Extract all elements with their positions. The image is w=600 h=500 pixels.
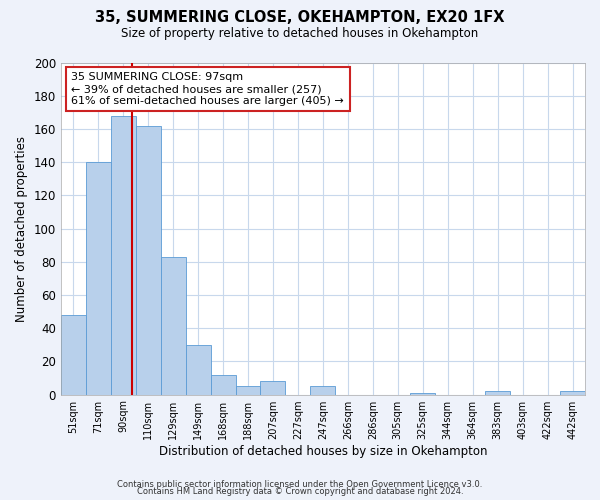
Bar <box>485 392 510 394</box>
Text: 35 SUMMERING CLOSE: 97sqm
← 39% of detached houses are smaller (257)
61% of semi: 35 SUMMERING CLOSE: 97sqm ← 39% of detac… <box>71 72 344 106</box>
Bar <box>161 257 185 394</box>
Text: 35, SUMMERING CLOSE, OKEHAMPTON, EX20 1FX: 35, SUMMERING CLOSE, OKEHAMPTON, EX20 1F… <box>95 10 505 25</box>
Bar <box>410 393 435 394</box>
X-axis label: Distribution of detached houses by size in Okehampton: Distribution of detached houses by size … <box>158 444 487 458</box>
Bar <box>61 315 86 394</box>
Text: Contains public sector information licensed under the Open Government Licence v3: Contains public sector information licen… <box>118 480 482 489</box>
Y-axis label: Number of detached properties: Number of detached properties <box>15 136 28 322</box>
Bar <box>211 374 236 394</box>
Bar <box>86 162 111 394</box>
Bar <box>310 386 335 394</box>
Bar <box>185 345 211 395</box>
Bar <box>560 392 585 394</box>
Bar <box>236 386 260 394</box>
Bar <box>260 382 286 394</box>
Text: Size of property relative to detached houses in Okehampton: Size of property relative to detached ho… <box>121 28 479 40</box>
Bar <box>111 116 136 394</box>
Text: Contains HM Land Registry data © Crown copyright and database right 2024.: Contains HM Land Registry data © Crown c… <box>137 487 463 496</box>
Bar <box>136 126 161 394</box>
